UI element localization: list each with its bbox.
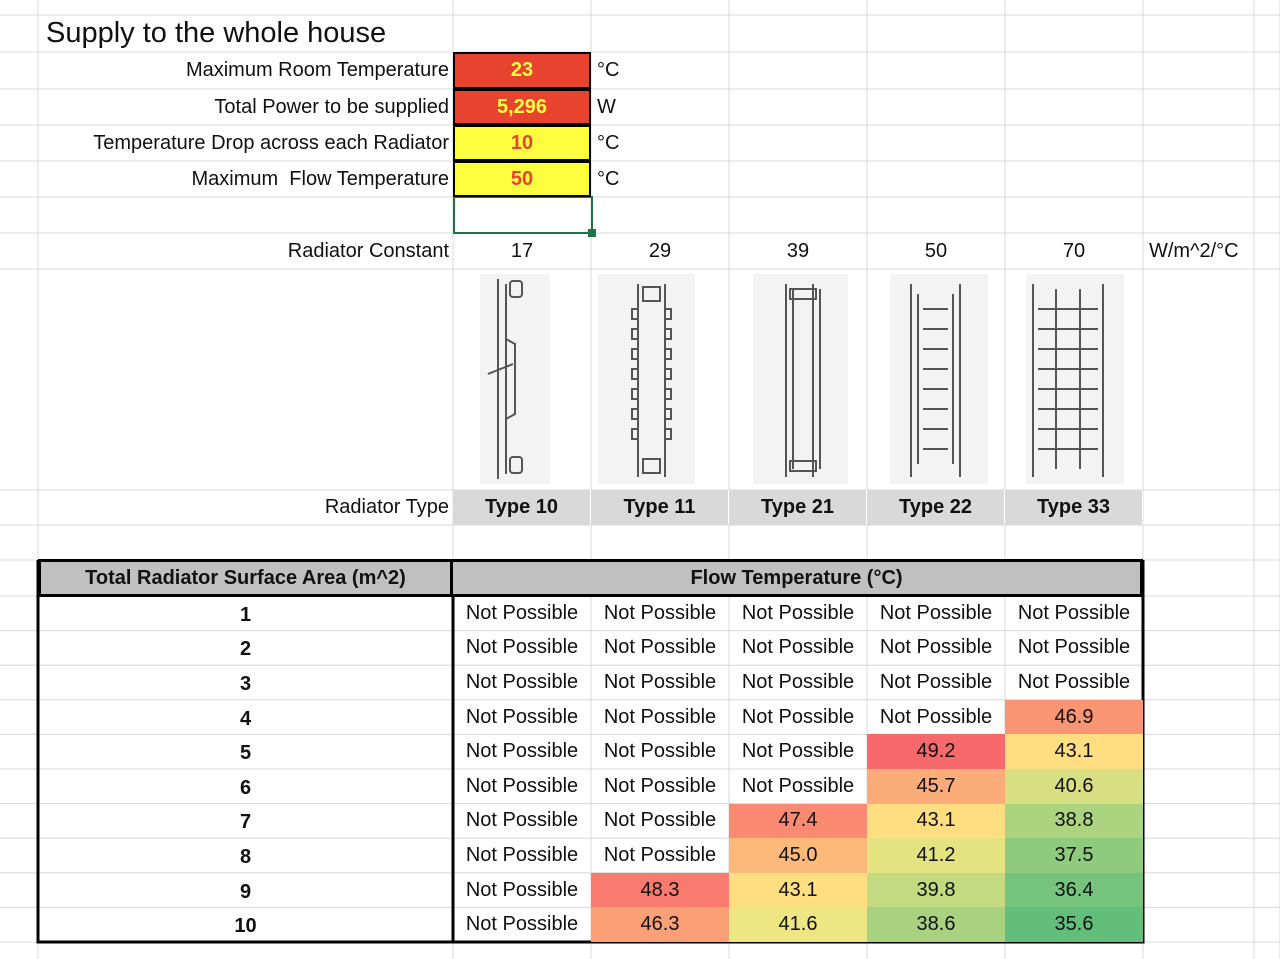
flow-temperature: Not Possible [741, 670, 855, 693]
input-unit: W [597, 95, 616, 118]
flow-temperature: Not Possible [465, 843, 579, 866]
flow-temperature: Not Possible [465, 670, 579, 693]
flow-temperature: 39.8 [867, 872, 1005, 908]
flow-temperature: Not Possible [465, 636, 579, 659]
flow-temperature: Not Possible [465, 913, 579, 936]
flow-temperature: 37.5 [1005, 838, 1143, 873]
flow-temperature: Not Possible [603, 705, 717, 728]
surface-area: 8 [239, 845, 252, 868]
surface-area: 2 [239, 638, 252, 661]
input-label: Total Power to be supplied [214, 95, 449, 118]
flow-temperature: Not Possible [741, 774, 855, 797]
fill-handle[interactable] [588, 229, 596, 237]
flow-temperature: Not Possible [879, 636, 993, 659]
radiator-constant: 70 [1062, 239, 1086, 262]
input-unit: °C [597, 59, 620, 81]
flow-temperature: 46.3 [591, 907, 729, 942]
radiator-constant: 39 [786, 239, 810, 262]
table-header: Total Radiator Surface Area (m^2) [38, 559, 453, 597]
flow-temperature: 40.6 [1005, 769, 1143, 804]
input-value: 50 [453, 161, 591, 197]
table-header: Flow Temperature (°C) [450, 559, 1143, 597]
input-value: 10 [453, 125, 591, 161]
surface-area: 9 [239, 880, 252, 903]
flow-temperature: Not Possible [741, 601, 855, 624]
flow-temperature: Not Possible [603, 809, 717, 832]
radiator-type: Type 10 [453, 490, 591, 525]
flow-temperature: 43.1 [1005, 734, 1143, 769]
flow-temperature: Not Possible [465, 774, 579, 797]
flow-temperature: 38.6 [867, 907, 1005, 942]
flow-temperature: Not Possible [879, 670, 993, 693]
surface-area: 4 [239, 707, 252, 730]
flow-temperature: 47.4 [729, 803, 867, 839]
flow-temperature: 48.3 [591, 872, 729, 908]
flow-temperature: Not Possible [1017, 636, 1131, 659]
flow-temperature: 41.2 [867, 838, 1005, 873]
flow-temperature: Not Possible [603, 774, 717, 797]
flow-temperature: 43.1 [867, 803, 1005, 839]
radiator-type: Type 33 [1005, 490, 1143, 525]
flow-temperature: Not Possible [741, 740, 855, 763]
radiator-constant: 29 [648, 239, 672, 262]
flow-temperature: Not Possible [741, 636, 855, 659]
radiator-constant: 17 [510, 239, 534, 262]
surface-area: 5 [239, 742, 252, 765]
flow-temperature: 43.1 [729, 872, 867, 908]
radiator-type: Type 21 [729, 490, 867, 525]
flow-temperature: Not Possible [603, 740, 717, 763]
input-unit: °C [597, 167, 620, 190]
surface-area: 3 [239, 672, 252, 695]
flow-temperature: 35.6 [1005, 907, 1143, 942]
radiator-type: Type 22 [867, 490, 1005, 525]
flow-temperature: 49.2 [867, 734, 1005, 769]
surface-area: 7 [239, 811, 252, 834]
radiator-type-label: Radiator Type [324, 496, 449, 518]
radiator-type: Type 11 [591, 490, 729, 525]
flow-temperature: 41.6 [729, 907, 867, 942]
flow-temperature: Not Possible [465, 809, 579, 832]
flow-temperature: Not Possible [879, 601, 993, 624]
flow-temperature: Not Possible [465, 740, 579, 763]
surface-area: 10 [234, 915, 257, 938]
surface-area: 1 [239, 603, 252, 626]
input-label: Maximum Flow Temperature [191, 167, 449, 190]
sheet-title: Supply to the whole house [46, 16, 387, 49]
flow-temperature: 46.9 [1005, 699, 1143, 735]
flow-temperature: Not Possible [741, 705, 855, 728]
input-label: Temperature Drop across each Radiator [93, 131, 449, 154]
flow-temperature: Not Possible [879, 705, 993, 728]
flow-temperature: Not Possible [603, 601, 717, 624]
flow-temperature: 36.4 [1005, 872, 1143, 908]
flow-temperature: Not Possible [1017, 601, 1131, 624]
input-value: 23 [453, 52, 591, 89]
radiator-constant-unit: W/m^2/°C [1149, 239, 1239, 262]
selected-cell[interactable] [453, 196, 593, 234]
flow-temperature: 38.8 [1005, 803, 1143, 839]
flow-temperature: 45.7 [867, 769, 1005, 804]
radiator-constant: 50 [924, 239, 948, 262]
flow-temperature: Not Possible [603, 843, 717, 866]
radiator-constant-label: Radiator Constant [287, 239, 449, 262]
input-value: 5,296 [453, 89, 591, 125]
flow-temperature: Not Possible [1017, 670, 1131, 693]
radiator-images [480, 274, 1124, 484]
flow-temperature: Not Possible [603, 636, 717, 659]
flow-temperature: Not Possible [465, 601, 579, 624]
flow-temperature: Not Possible [603, 670, 717, 693]
input-label: Maximum Room Temperature [185, 59, 449, 81]
flow-temperature: Not Possible [465, 705, 579, 728]
flow-temperature: Not Possible [465, 878, 579, 901]
flow-temperature: 45.0 [729, 838, 867, 873]
surface-area: 6 [239, 776, 252, 799]
input-unit: °C [597, 131, 620, 154]
